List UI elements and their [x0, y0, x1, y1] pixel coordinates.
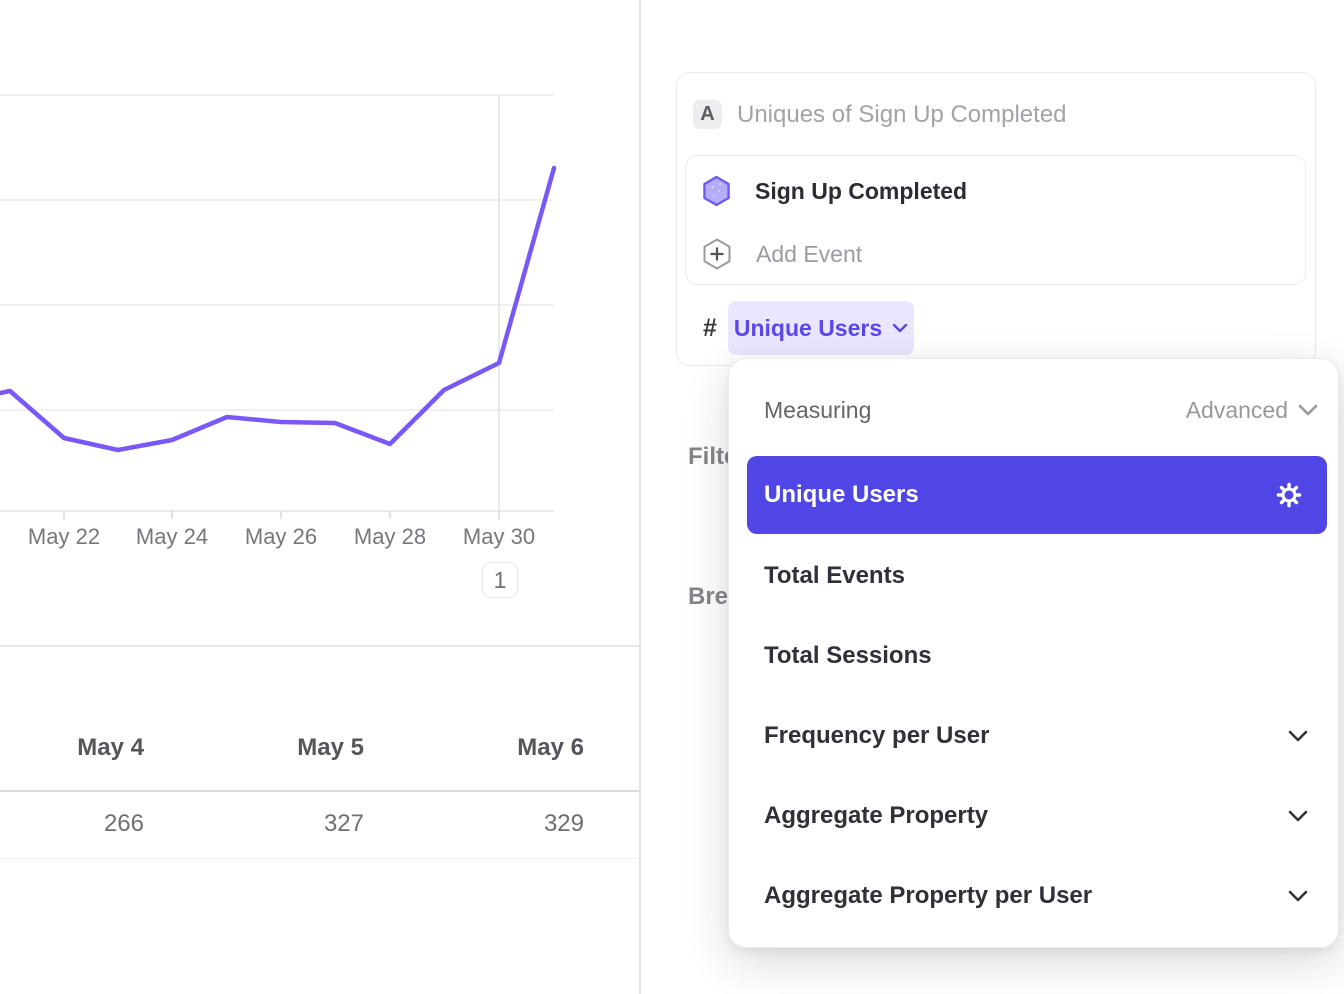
pane-divider — [639, 0, 641, 994]
table-value-cell: 327 — [323, 810, 364, 837]
menu-item-label: Total Events — [764, 562, 905, 589]
table-top-divider — [0, 645, 639, 647]
chevron-down-icon — [1288, 810, 1308, 822]
menu-item-label: Aggregate Property — [764, 802, 989, 829]
table-header-cell: May 5 — [297, 734, 364, 761]
trend-chart: May 22 May 24 May 26 May 28 May 30 — [0, 94, 557, 549]
chevron-down-icon — [1288, 890, 1308, 902]
x-tick-label: May 26 — [245, 524, 317, 549]
table-header-cell: May 6 — [517, 734, 584, 761]
chevron-down-icon — [1298, 404, 1318, 416]
table-row-divider — [0, 858, 639, 859]
advanced-mode-toggle[interactable]: Advanced — [1186, 397, 1318, 424]
table-value-row: 266 327 329 — [0, 790, 639, 858]
x-tick-label: May 28 — [354, 524, 426, 549]
table-header-row: May 4 May 5 May 6 — [0, 712, 639, 784]
table-header-divider — [0, 790, 639, 792]
advanced-mode-label: Advanced — [1185, 396, 1288, 423]
add-event-label: Add Event — [756, 240, 863, 267]
metric-prefix-symbol: # — [703, 313, 717, 342]
event-row-sign-up-completed[interactable]: Sign Up Completed — [686, 159, 1305, 223]
x-tick-label: May 22 — [28, 524, 100, 549]
menu-item-label: Frequency per User — [764, 722, 990, 749]
x-axis-ticks — [63, 511, 500, 519]
dropdown-header: Measuring Advanced — [764, 379, 1318, 441]
menu-item-frequency-per-user[interactable]: Frequency per User — [729, 696, 1338, 776]
add-event-button[interactable]: Add Event — [686, 222, 1305, 286]
measuring-dropdown-menu: Measuring Advanced Unique Users — [728, 358, 1339, 948]
x-tick-label: May 30 — [463, 524, 535, 549]
series-line — [0, 165, 557, 453]
measurement-selector-pill[interactable]: Unique Users — [728, 301, 914, 355]
add-event-plus-hexagon-icon — [702, 238, 732, 270]
horizontal-gridlines — [0, 94, 554, 411]
metric-query-card: A Uniques of Sign Up Completed Sign Up C… — [676, 72, 1316, 366]
x-tick-label: May 24 — [136, 524, 208, 549]
menu-item-label: Aggregate Property per User — [764, 882, 1093, 909]
table-header-cell: May 4 — [77, 734, 144, 761]
menu-item-aggregate-property[interactable]: Aggregate Property — [729, 776, 1338, 856]
gear-icon[interactable] — [1275, 481, 1303, 509]
menu-item-label: Total Sessions — [764, 642, 932, 669]
selected-item-label: Unique Users — [764, 481, 919, 508]
annotation-marker-badge[interactable]: 1 — [482, 562, 518, 598]
event-hexagon-icon — [702, 175, 731, 207]
measuring-label: Measuring — [764, 396, 872, 423]
menu-item-aggregate-property-per-user[interactable]: Aggregate Property per User — [729, 856, 1338, 936]
menu-item-total-events[interactable]: Total Events — [729, 536, 1338, 616]
chevron-down-icon — [1288, 730, 1308, 742]
x-axis-labels: May 22 May 24 May 26 May 28 May 30 — [28, 524, 535, 549]
metric-title: Uniques of Sign Up Completed — [737, 100, 1067, 128]
table-value-cell: 266 — [103, 810, 144, 837]
chevron-down-icon — [892, 323, 908, 333]
menu-item-total-sessions[interactable]: Total Sessions — [729, 616, 1338, 696]
measurement-selector-label: Unique Users — [733, 314, 883, 341]
event-name-label: Sign Up Completed — [755, 177, 968, 204]
table-value-cell: 329 — [543, 810, 584, 837]
menu-item-unique-users-selected[interactable]: Unique Users — [747, 456, 1327, 534]
series-letter-badge: A — [693, 100, 722, 129]
event-list-card: Sign Up Completed Add Event — [685, 155, 1306, 285]
